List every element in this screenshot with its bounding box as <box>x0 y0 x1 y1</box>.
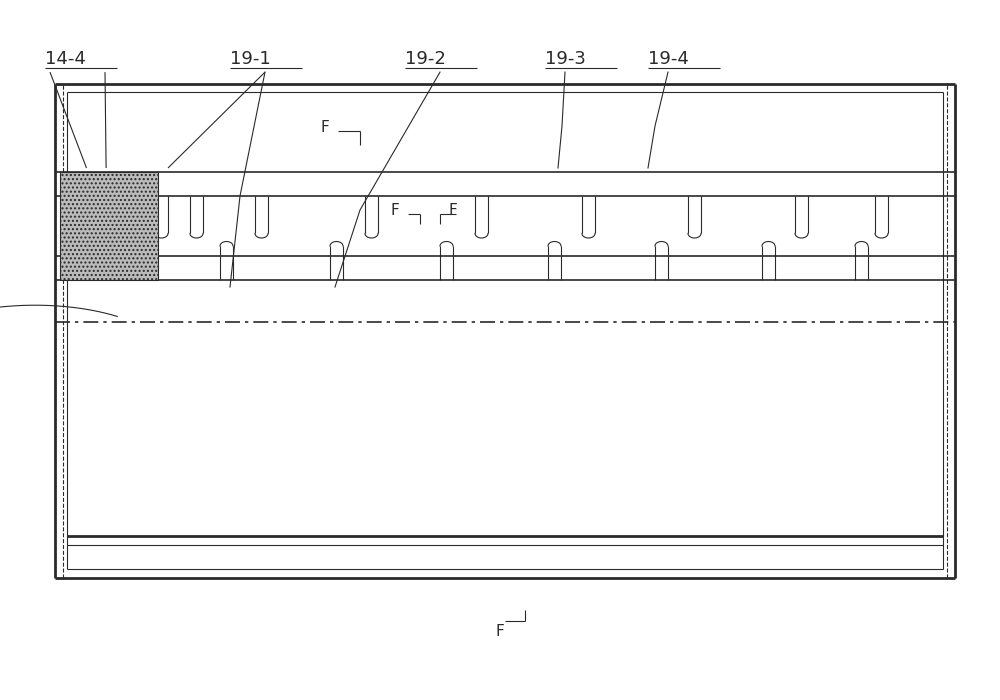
Text: F: F <box>496 624 504 639</box>
Text: F: F <box>320 120 329 135</box>
Text: 19-2: 19-2 <box>405 50 446 69</box>
Text: 14-4: 14-4 <box>45 50 86 69</box>
Text: F: F <box>448 202 457 218</box>
Text: 19-1: 19-1 <box>230 50 271 69</box>
Text: 19-4: 19-4 <box>648 50 689 69</box>
Text: F: F <box>390 202 399 218</box>
Text: 19-3: 19-3 <box>545 50 586 69</box>
Bar <box>60 172 158 280</box>
